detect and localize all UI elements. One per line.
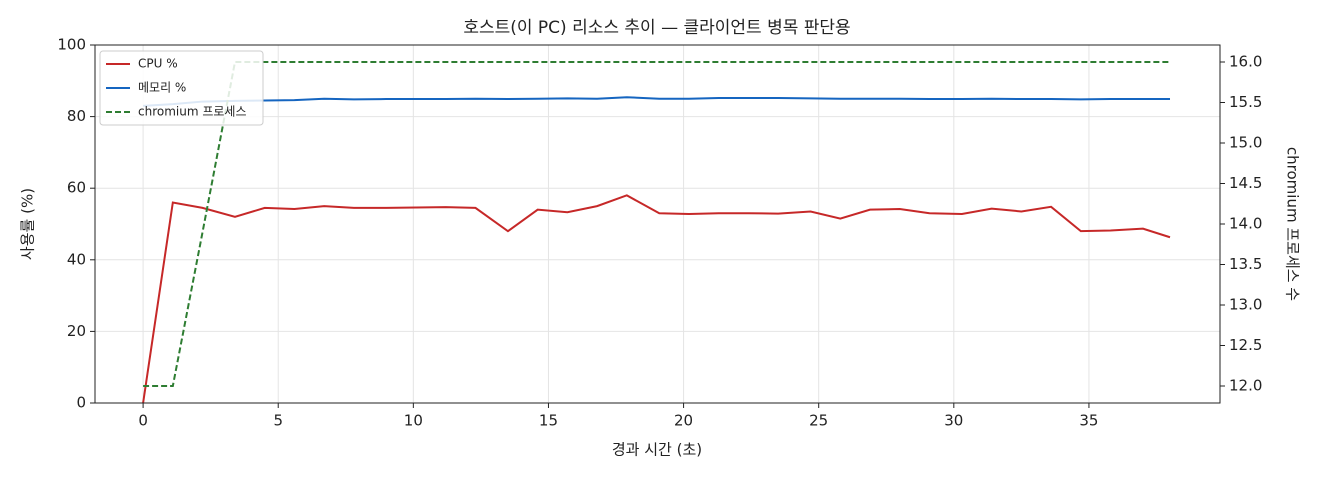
y2-tick-label: 15.5 xyxy=(1229,93,1262,111)
y-tick-label: 80 xyxy=(67,107,86,125)
y2-tick-label: 14.0 xyxy=(1229,215,1262,233)
legend-label: CPU % xyxy=(138,57,178,71)
y-tick-label: 0 xyxy=(76,394,86,412)
legend-label: 메모리 % xyxy=(138,81,186,95)
chart-title: 호스트(이 PC) 리소스 추이 — 클라이언트 병목 판단용 xyxy=(463,18,850,38)
x-tick-label: 0 xyxy=(138,412,148,430)
data-line xyxy=(143,96,1171,107)
legend-box xyxy=(99,50,264,126)
x-tick-label: 5 xyxy=(273,412,283,430)
legend: CPU % 메모리 % chromium 프로세스 xyxy=(99,50,264,126)
data-line xyxy=(142,194,1171,404)
y2-tick-label: 13.0 xyxy=(1229,295,1262,313)
y2-tick-label: 14.5 xyxy=(1229,174,1262,192)
y-tick-label: 40 xyxy=(67,250,86,268)
x-tick-label: 30 xyxy=(944,412,963,430)
y-tick-label: 20 xyxy=(67,322,86,340)
x-tick-label: 35 xyxy=(1079,412,1098,430)
y2-tick-label: 15.0 xyxy=(1229,134,1262,152)
x-tick-label: 25 xyxy=(809,412,828,430)
x-axis-label: 경과 시간 (초) xyxy=(612,441,702,459)
y2-tick-label: 13.5 xyxy=(1229,255,1262,273)
y-tick-label: 100 xyxy=(57,36,86,54)
x-tick-label: 15 xyxy=(539,412,558,430)
y-tick-label: 60 xyxy=(67,179,86,197)
y2-tick-label: 16.0 xyxy=(1229,53,1262,71)
y2-axis-label: chromium 프로세스 수 xyxy=(1284,147,1302,301)
y2-tick-label: 12.0 xyxy=(1229,376,1262,394)
x-tick-label: 20 xyxy=(674,412,693,430)
legend-label: chromium 프로세스 xyxy=(138,105,247,119)
data-line xyxy=(143,61,1171,387)
plot-frame xyxy=(94,44,1221,404)
y-axis-label: 사용률 (%) xyxy=(19,188,37,260)
y2-tick-label: 12.5 xyxy=(1229,336,1262,354)
x-tick-label: 10 xyxy=(404,412,423,430)
